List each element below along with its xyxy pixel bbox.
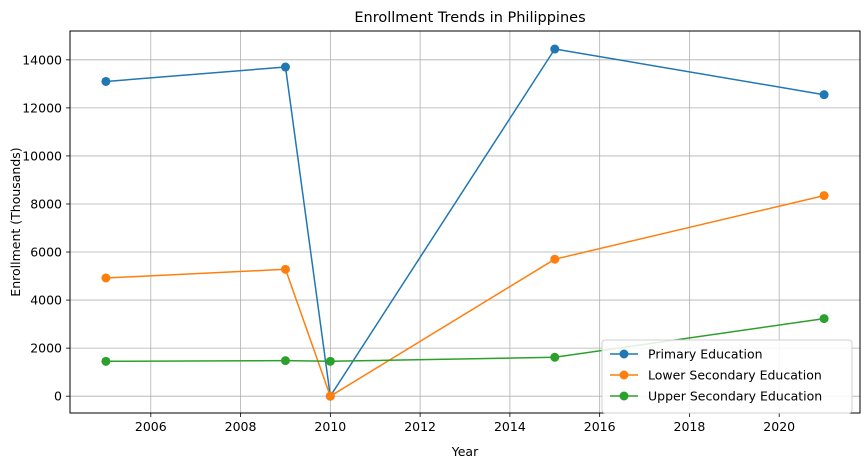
legend-item: Upper Secondary Education (610, 389, 822, 404)
data-point (101, 76, 111, 86)
legend-marker (619, 391, 629, 401)
x-tick-label: 2014 (494, 419, 526, 434)
data-point (280, 264, 290, 274)
data-point (550, 352, 560, 362)
x-tick-label: 2006 (135, 419, 167, 434)
x-tick-label: 2012 (404, 419, 436, 434)
data-point (819, 90, 829, 100)
data-point (325, 356, 335, 366)
y-tick-label: 4000 (30, 293, 62, 308)
y-tick-label: 2000 (30, 341, 62, 356)
y-tick-label: 12000 (22, 100, 62, 115)
axis-ticks: 2006 2008 2010 2012 2014 2016 2018 2020 0 2000 400… (22, 52, 795, 434)
plot-frame (69, 30, 861, 414)
x-tick-label: 2020 (763, 419, 795, 434)
x-tick-label: 2018 (674, 419, 706, 434)
legend-box (601, 339, 853, 414)
data-point (101, 273, 111, 283)
x-tick-label: 2016 (584, 419, 616, 434)
legend-item: Lower Secondary Education (610, 368, 822, 383)
legend-label: Lower Secondary Education (648, 368, 822, 383)
legend-item: Primary Education (610, 347, 763, 362)
chart-title: Enrollment Trends in Philippines (354, 10, 585, 26)
y-tick-label: 0 (54, 389, 62, 404)
data-point (819, 191, 829, 201)
data-point (101, 356, 111, 366)
x-axis-title: Year (451, 444, 479, 459)
data-point (325, 391, 335, 401)
x-tick-label: 2010 (314, 419, 346, 434)
data-point (819, 314, 829, 324)
legend-label: Upper Secondary Education (648, 389, 822, 404)
legend-marker (619, 349, 629, 359)
legend: Primary Education Lower Secondary Educati… (601, 339, 853, 414)
data-point (280, 62, 290, 72)
y-tick-label: 14000 (22, 52, 62, 67)
data-point (550, 254, 560, 264)
x-tick-label: 2008 (225, 419, 257, 434)
y-tick-label: 8000 (30, 196, 62, 211)
legend-label: Primary Education (648, 347, 763, 362)
y-tick-label: 6000 (30, 245, 62, 260)
legend-marker (619, 370, 629, 380)
y-axis-title: Enrollment (Thousands) (8, 147, 23, 296)
series-2 (101, 191, 829, 401)
y-tick-label: 10000 (22, 148, 62, 163)
data-point (280, 356, 290, 366)
data-point (550, 44, 560, 54)
